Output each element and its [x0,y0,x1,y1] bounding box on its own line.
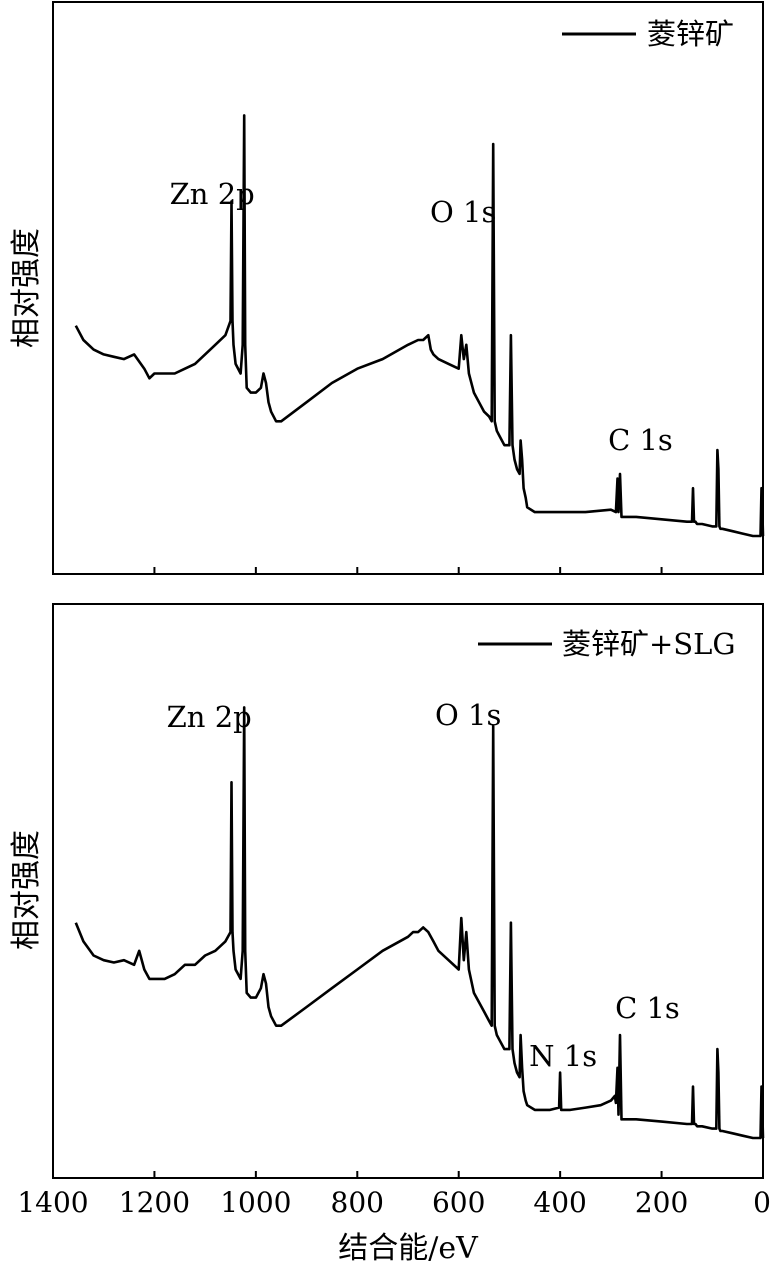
peak-label-c-1s: C 1s [608,423,673,457]
peak-label-zn-2p: Zn 2p [167,700,252,734]
x-tick-label: 800 [331,1186,384,1219]
plot-frame [52,1,764,575]
peak-label-o-1s: O 1s [435,698,501,732]
x-axis-tick-labels: 1400 1200 1000 800 600 400 200 0 [17,1186,771,1219]
x-tick-label: 200 [635,1186,688,1219]
x-tick-label: 1400 [17,1186,88,1219]
peak-label-n-1s: N 1s [529,1039,597,1073]
legend-label: 菱锌矿 [647,17,734,51]
x-tick-label: 600 [432,1186,485,1219]
x-tick-label: 1200 [119,1186,190,1219]
y-axis-label: 相对强度 [9,830,44,950]
spectrum-line [74,114,765,538]
x-tick-label: 1000 [220,1186,291,1219]
peak-label-o-1s: O 1s [430,195,496,229]
spectrum-line [74,706,765,1140]
x-axis-label: 结合能/eV [338,1231,479,1266]
x-tick-label: 400 [533,1186,586,1219]
peak-label-zn-2p: Zn 2p [170,177,255,211]
legend-label: 菱锌矿+SLG [562,627,736,661]
panel-2: 菱锌矿+SLG 相对强度 Zn 2p O 1s N 1s C 1s [9,603,765,1179]
plot-frame [52,603,764,1179]
x-tick-label: 0 [753,1186,771,1219]
peak-label-c-1s: C 1s [615,991,680,1025]
y-axis-label: 相对强度 [9,228,44,348]
